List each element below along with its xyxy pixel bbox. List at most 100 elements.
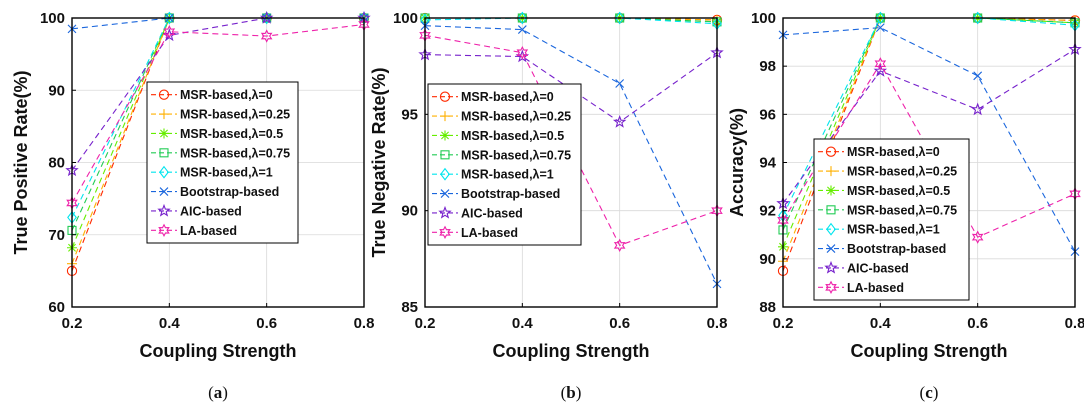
legend-marker [440, 189, 450, 198]
series-line-8 [71, 23, 365, 204]
data-point [259, 10, 274, 24]
legend-marker [440, 111, 450, 122]
data-point [516, 45, 529, 60]
data-point [875, 11, 886, 25]
legend-entry: MSR-based,λ=0.25 [180, 108, 290, 122]
y-tick-label: 80 [48, 155, 65, 172]
data-point [163, 25, 176, 39]
x-tick-label: 0.4 [159, 315, 181, 332]
y-tick-label: 98 [759, 58, 776, 75]
y-tick-label: 95 [401, 106, 418, 123]
subfigure-caption: (c) [920, 383, 939, 402]
legend-marker [439, 225, 451, 240]
legend-entry: MSR-based,λ=0.75 [847, 203, 957, 217]
legend-entry: MSR-based,λ=1 [180, 166, 273, 180]
legend-box [146, 81, 299, 244]
legend-box [427, 83, 582, 246]
y-tick-label: 100 [40, 10, 65, 27]
data-point [614, 11, 625, 25]
legend-entry: LA-based [847, 281, 904, 295]
chart-panel-1: 0.2 0.4 0.6 0.8 60 70 80 90 100 Coupling Strength… [11, 10, 374, 402]
legend-entry: AIC-based [180, 204, 242, 218]
data-point [973, 71, 983, 81]
legend-entry: Bootstrap-based [461, 187, 560, 201]
data-point [875, 23, 885, 33]
ticks: 0.2 0.4 0.6 0.8 85 90 95 100 [393, 10, 727, 332]
legend-entry: LA-based [461, 226, 518, 240]
legend-marker [159, 128, 169, 139]
series-line-6 [424, 25, 718, 285]
series-line-3 [782, 17, 1076, 248]
legend-marker [159, 165, 169, 179]
chart-panel-3: 0.2 0.4 0.6 0.8 88 90 92 94 96 98 100 Coupling Stre… [727, 10, 1084, 402]
x-tick-label: 0.8 [354, 315, 375, 332]
legend-marker [825, 280, 837, 295]
legend: MSR-based,λ=0 MSR-based,λ=0.25 MSR-based,λ… [813, 138, 970, 301]
legend-marker [826, 244, 836, 253]
x-axis-label: Coupling Strength [140, 341, 297, 361]
legend-entry: MSR-based,λ=0 [461, 90, 554, 104]
y-tick-label: 90 [759, 251, 776, 268]
y-axis-label: True Positive Rate(%) [11, 70, 31, 254]
x-tick-label: 0.6 [256, 315, 277, 332]
x-tick-label: 0.2 [773, 315, 794, 332]
data-point [970, 102, 985, 116]
axes-box [424, 17, 718, 308]
y-axis-label: Accuracy(%) [727, 108, 747, 217]
y-tick-label: 60 [48, 299, 65, 316]
legend-marker [826, 166, 836, 177]
data-point [615, 79, 625, 88]
y-tick-label: 96 [759, 106, 776, 123]
y-tick-label: 100 [393, 10, 418, 27]
legend-entry: MSR-based,λ=0.5 [180, 127, 283, 141]
legend-marker [440, 130, 450, 141]
x-tick-label: 0.6 [967, 315, 988, 332]
legend-entry: MSR-based,λ=0 [847, 145, 940, 159]
legend-marker [158, 223, 170, 238]
legend-entry: MSR-based,λ=0.75 [180, 146, 290, 160]
x-tick-label: 0.4 [512, 315, 534, 332]
legend-entry: MSR-based,λ=1 [461, 168, 554, 182]
legend-entry: MSR-based,λ=0.5 [847, 184, 950, 198]
subfigure-caption: (b) [561, 383, 582, 402]
legend-marker [824, 260, 838, 274]
x-tick-label: 0.2 [62, 315, 83, 332]
x-tick-label: 0.8 [707, 315, 728, 332]
y-tick-label: 88 [759, 299, 776, 316]
data-point [164, 11, 175, 25]
legend-marker [159, 109, 169, 120]
legend-entry: AIC-based [461, 206, 523, 220]
data-point [517, 25, 527, 34]
legend-entry: Bootstrap-based [847, 242, 946, 256]
legend-marker [157, 203, 171, 217]
series-line-7 [424, 52, 718, 123]
series-line-7 [782, 48, 1076, 204]
y-tick-label: 90 [48, 82, 65, 99]
series-line-1 [71, 17, 364, 272]
legend-marker [826, 185, 836, 196]
legend-marker [159, 148, 169, 158]
y-tick-label: 90 [401, 203, 418, 220]
x-tick-label: 0.6 [609, 315, 630, 332]
data-point [972, 11, 983, 25]
legend: MSR-based,λ=0 MSR-based,λ=0.25 MSR-based,λ… [146, 81, 299, 244]
y-tick-label: 100 [751, 10, 776, 27]
legend-entry: MSR-based,λ=1 [847, 223, 940, 237]
data-point [612, 114, 627, 128]
data-point [517, 11, 528, 25]
legend-marker [159, 187, 169, 196]
data-point [873, 63, 888, 77]
legend-entry: MSR-based,λ=0.25 [461, 110, 571, 124]
legend-entry: MSR-based,λ=0.75 [461, 148, 571, 162]
y-tick-label: 85 [401, 299, 418, 316]
legend-marker [438, 205, 452, 219]
chart-panel-2: 0.2 0.4 0.6 0.8 85 90 95 100 Coupling Strength Tr… [369, 10, 727, 402]
legend-entry: MSR-based,λ=0 [180, 88, 273, 102]
y-axis-label: True Negative Rate(%) [369, 67, 389, 257]
x-tick-label: 0.8 [1065, 315, 1084, 332]
data-point [971, 230, 984, 244]
legend-entry: Bootstrap-based [180, 185, 279, 199]
x-axis-label: Coupling Strength [851, 341, 1008, 361]
